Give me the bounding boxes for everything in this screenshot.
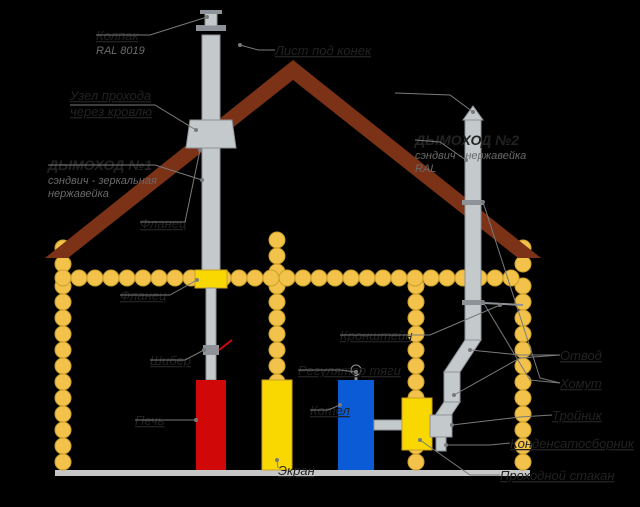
chimney-1-sub2: нержавейка: [48, 188, 109, 200]
chimney-2-sub1: сэндвич - нержавейка: [415, 150, 526, 162]
furnace: [196, 380, 226, 470]
chimney-1-sub1: сэндвич - зеркальная: [48, 175, 157, 187]
flange-1-label: Фланец: [140, 216, 186, 231]
chimney-1-flange: [195, 270, 227, 288]
screen-label: Экран: [278, 463, 315, 478]
elbow-label: Отвод: [560, 348, 602, 363]
wall-screen-right: [402, 398, 432, 450]
pass-sleeve-label: Проходной стакан: [500, 468, 615, 483]
ridge-sheet-label: Лист под конек: [274, 43, 372, 58]
roof-node-label-2: через кровлю: [70, 104, 152, 119]
boiler: [338, 380, 374, 470]
chimney-1-pipe: [202, 35, 220, 285]
chimney-2-sub2: RAL: [415, 163, 436, 175]
chimney-2-title: ДЫМОХОД №2: [414, 132, 519, 148]
chimney-1-flashing: [186, 120, 236, 148]
condensate-label: Конденсатосборник: [510, 436, 635, 451]
chimney-diagram: КолпакRAL 8019Лист под конекУзел прохода…: [0, 0, 640, 507]
clamp-label: Хомут: [559, 376, 602, 391]
screen-left: [262, 380, 292, 470]
tee: [430, 415, 452, 437]
roof-node-label-1: Узел прохода: [69, 88, 151, 103]
cap-sub: RAL 8019: [96, 45, 145, 57]
tee-label: Тройник: [552, 408, 603, 423]
